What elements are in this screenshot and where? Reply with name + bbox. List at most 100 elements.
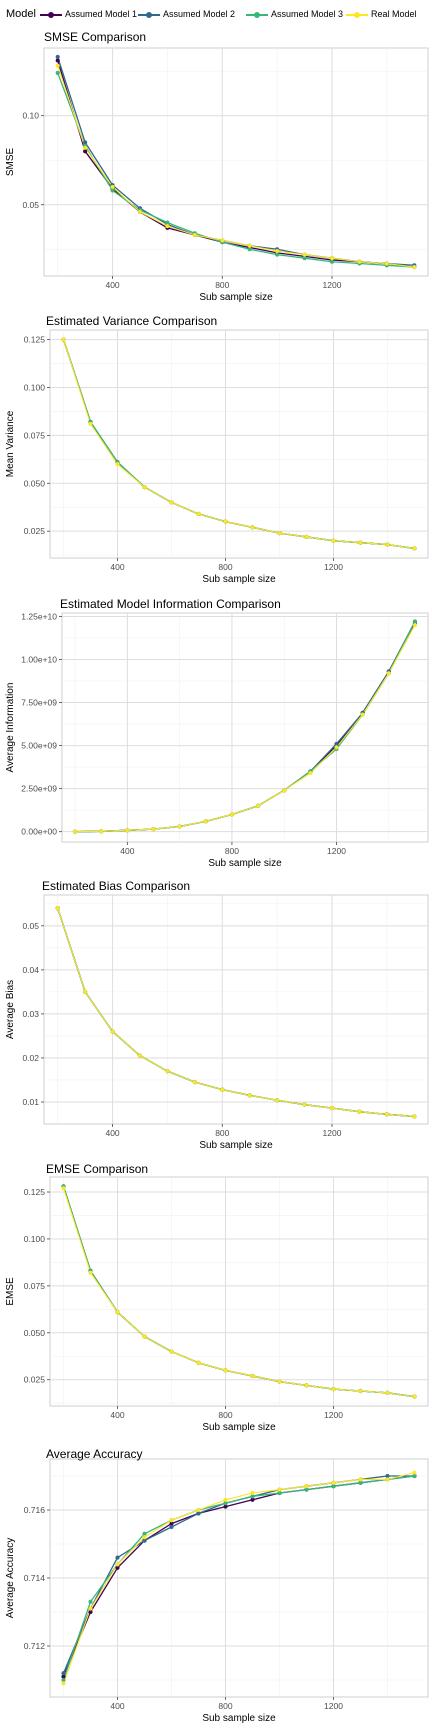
data-point-real-model xyxy=(111,185,115,189)
data-point-real-model xyxy=(412,1115,416,1119)
x-axis-label: Sub sample size xyxy=(202,1422,276,1433)
x-tick-label: 400 xyxy=(120,846,134,856)
x-tick-label: 800 xyxy=(215,280,229,290)
data-point-assumed-model-3 xyxy=(248,247,252,251)
data-point-real-model xyxy=(138,1054,142,1058)
chart-title: Estimated Variance Comparison xyxy=(46,314,217,328)
y-axis-label: SMSE xyxy=(5,148,16,177)
data-point-assumed-model-3 xyxy=(89,1600,93,1604)
data-point-real-model xyxy=(305,1383,309,1387)
y-tick-label: 0.050 xyxy=(24,1328,46,1338)
chart-panel-2: 400 800 1200 0.025 0.050 0.075 0.100 0.125Estim… xyxy=(5,314,428,585)
data-point-real-model xyxy=(224,1368,228,1372)
data-point-real-model xyxy=(116,462,120,466)
data-point-real-model xyxy=(282,788,286,792)
data-point-real-model xyxy=(305,535,309,539)
chart-panel-3: 400 800 1200 0.00e+00 2.50e+09 5.00e+09 7.50e+… xyxy=(5,597,428,869)
y-tick-label: 5.00e+09 xyxy=(21,741,57,751)
y-tick-label: 0.025 xyxy=(24,526,46,536)
data-point-real-model xyxy=(359,541,363,545)
data-point-real-model xyxy=(220,1088,224,1092)
data-point-real-model xyxy=(385,1112,389,1116)
data-point-real-model xyxy=(224,520,228,524)
x-tick-label: 1200 xyxy=(323,280,342,290)
data-point-real-model xyxy=(230,813,234,817)
data-point-real-model xyxy=(251,525,255,529)
x-tick-label: 1200 xyxy=(323,1128,342,1138)
data-point-real-model xyxy=(170,1350,174,1354)
y-axis-label: Average Accuracy xyxy=(5,1538,16,1618)
data-point-assumed-model-3 xyxy=(56,71,60,75)
data-point-real-model xyxy=(303,253,307,257)
data-point-assumed-model-2 xyxy=(170,1525,174,1529)
data-point-assumed-model-3 xyxy=(275,253,279,257)
x-tick-label: 1200 xyxy=(324,562,343,572)
y-tick-label: 0.025 xyxy=(24,1375,46,1385)
data-point-real-model xyxy=(224,1498,228,1502)
y-tick-label: 0.02 xyxy=(22,1053,39,1063)
data-point-real-model xyxy=(256,804,260,808)
data-point-real-model xyxy=(387,671,391,675)
data-point-real-model xyxy=(143,1535,147,1539)
chart-panel-6: 400 800 1200 0.712 0.714 0.716 Average Accurac… xyxy=(5,1447,428,1724)
data-point-real-model xyxy=(83,990,87,994)
chart-title: Average Accuracy xyxy=(46,1447,143,1461)
data-point-real-model xyxy=(62,338,66,342)
data-point-assumed-model-3 xyxy=(413,620,417,624)
x-axis-label: Sub sample size xyxy=(199,292,273,303)
chart-title: EMSE Comparison xyxy=(46,1162,148,1176)
data-point-real-model xyxy=(62,1186,66,1190)
data-point-assumed-model-3 xyxy=(303,256,307,260)
data-point-real-model xyxy=(413,1471,417,1475)
x-tick-label: 400 xyxy=(110,1410,124,1420)
x-tick-label: 400 xyxy=(110,562,124,572)
data-point-real-model xyxy=(412,265,416,269)
data-point-real-model xyxy=(251,1491,255,1495)
data-point-real-model xyxy=(278,531,282,535)
data-point-real-model xyxy=(330,1106,334,1110)
x-tick-label: 800 xyxy=(215,1128,229,1138)
y-tick-label: 0.716 xyxy=(24,1505,46,1515)
data-point-real-model xyxy=(413,623,417,627)
data-point-real-model xyxy=(251,1374,255,1378)
data-point-real-model xyxy=(248,1093,252,1097)
y-tick-label: 1.25e+10 xyxy=(21,611,57,621)
data-point-assumed-model-2 xyxy=(83,141,87,145)
y-tick-label: 0.712 xyxy=(24,1641,46,1651)
x-axis-label: Sub sample size xyxy=(208,858,282,869)
data-point-real-model xyxy=(89,1271,93,1275)
data-point-real-model xyxy=(248,244,252,248)
data-point-real-model xyxy=(330,256,334,260)
y-tick-label: 0.01 xyxy=(22,1097,39,1107)
y-tick-label: 7.50e+09 xyxy=(21,698,57,708)
y-tick-label: 0.00e+00 xyxy=(21,827,57,837)
data-point-real-model xyxy=(62,1682,66,1686)
data-point-assumed-model-1 xyxy=(56,59,60,63)
data-point-assumed-model-2 xyxy=(116,1556,120,1560)
x-tick-label: 1200 xyxy=(324,1701,343,1711)
data-point-real-model xyxy=(413,547,417,551)
data-point-real-model xyxy=(99,829,103,833)
y-tick-label: 0.100 xyxy=(24,1234,46,1244)
y-axis-label: Average Information xyxy=(5,683,16,773)
data-point-real-model xyxy=(386,1478,390,1482)
data-point-real-model xyxy=(220,238,224,242)
x-tick-label: 800 xyxy=(218,1410,232,1420)
y-tick-label: 0.05 xyxy=(22,200,39,210)
data-point-real-model xyxy=(83,146,87,150)
y-tick-label: 0.04 xyxy=(22,965,39,975)
data-point-real-model xyxy=(166,224,170,228)
data-point-assumed-model-1 xyxy=(83,149,87,153)
data-point-real-model xyxy=(332,1481,336,1485)
data-point-real-model xyxy=(358,260,362,264)
data-point-real-model xyxy=(89,422,93,426)
data-point-assumed-model-3 xyxy=(166,221,170,225)
data-point-real-model xyxy=(197,1508,201,1512)
y-tick-label: 0.125 xyxy=(24,1187,46,1197)
x-tick-label: 800 xyxy=(218,1701,232,1711)
data-point-assumed-model-2 xyxy=(56,55,60,59)
plot-area xyxy=(62,613,428,842)
data-point-real-model xyxy=(197,1361,201,1365)
data-point-real-model xyxy=(386,543,390,547)
